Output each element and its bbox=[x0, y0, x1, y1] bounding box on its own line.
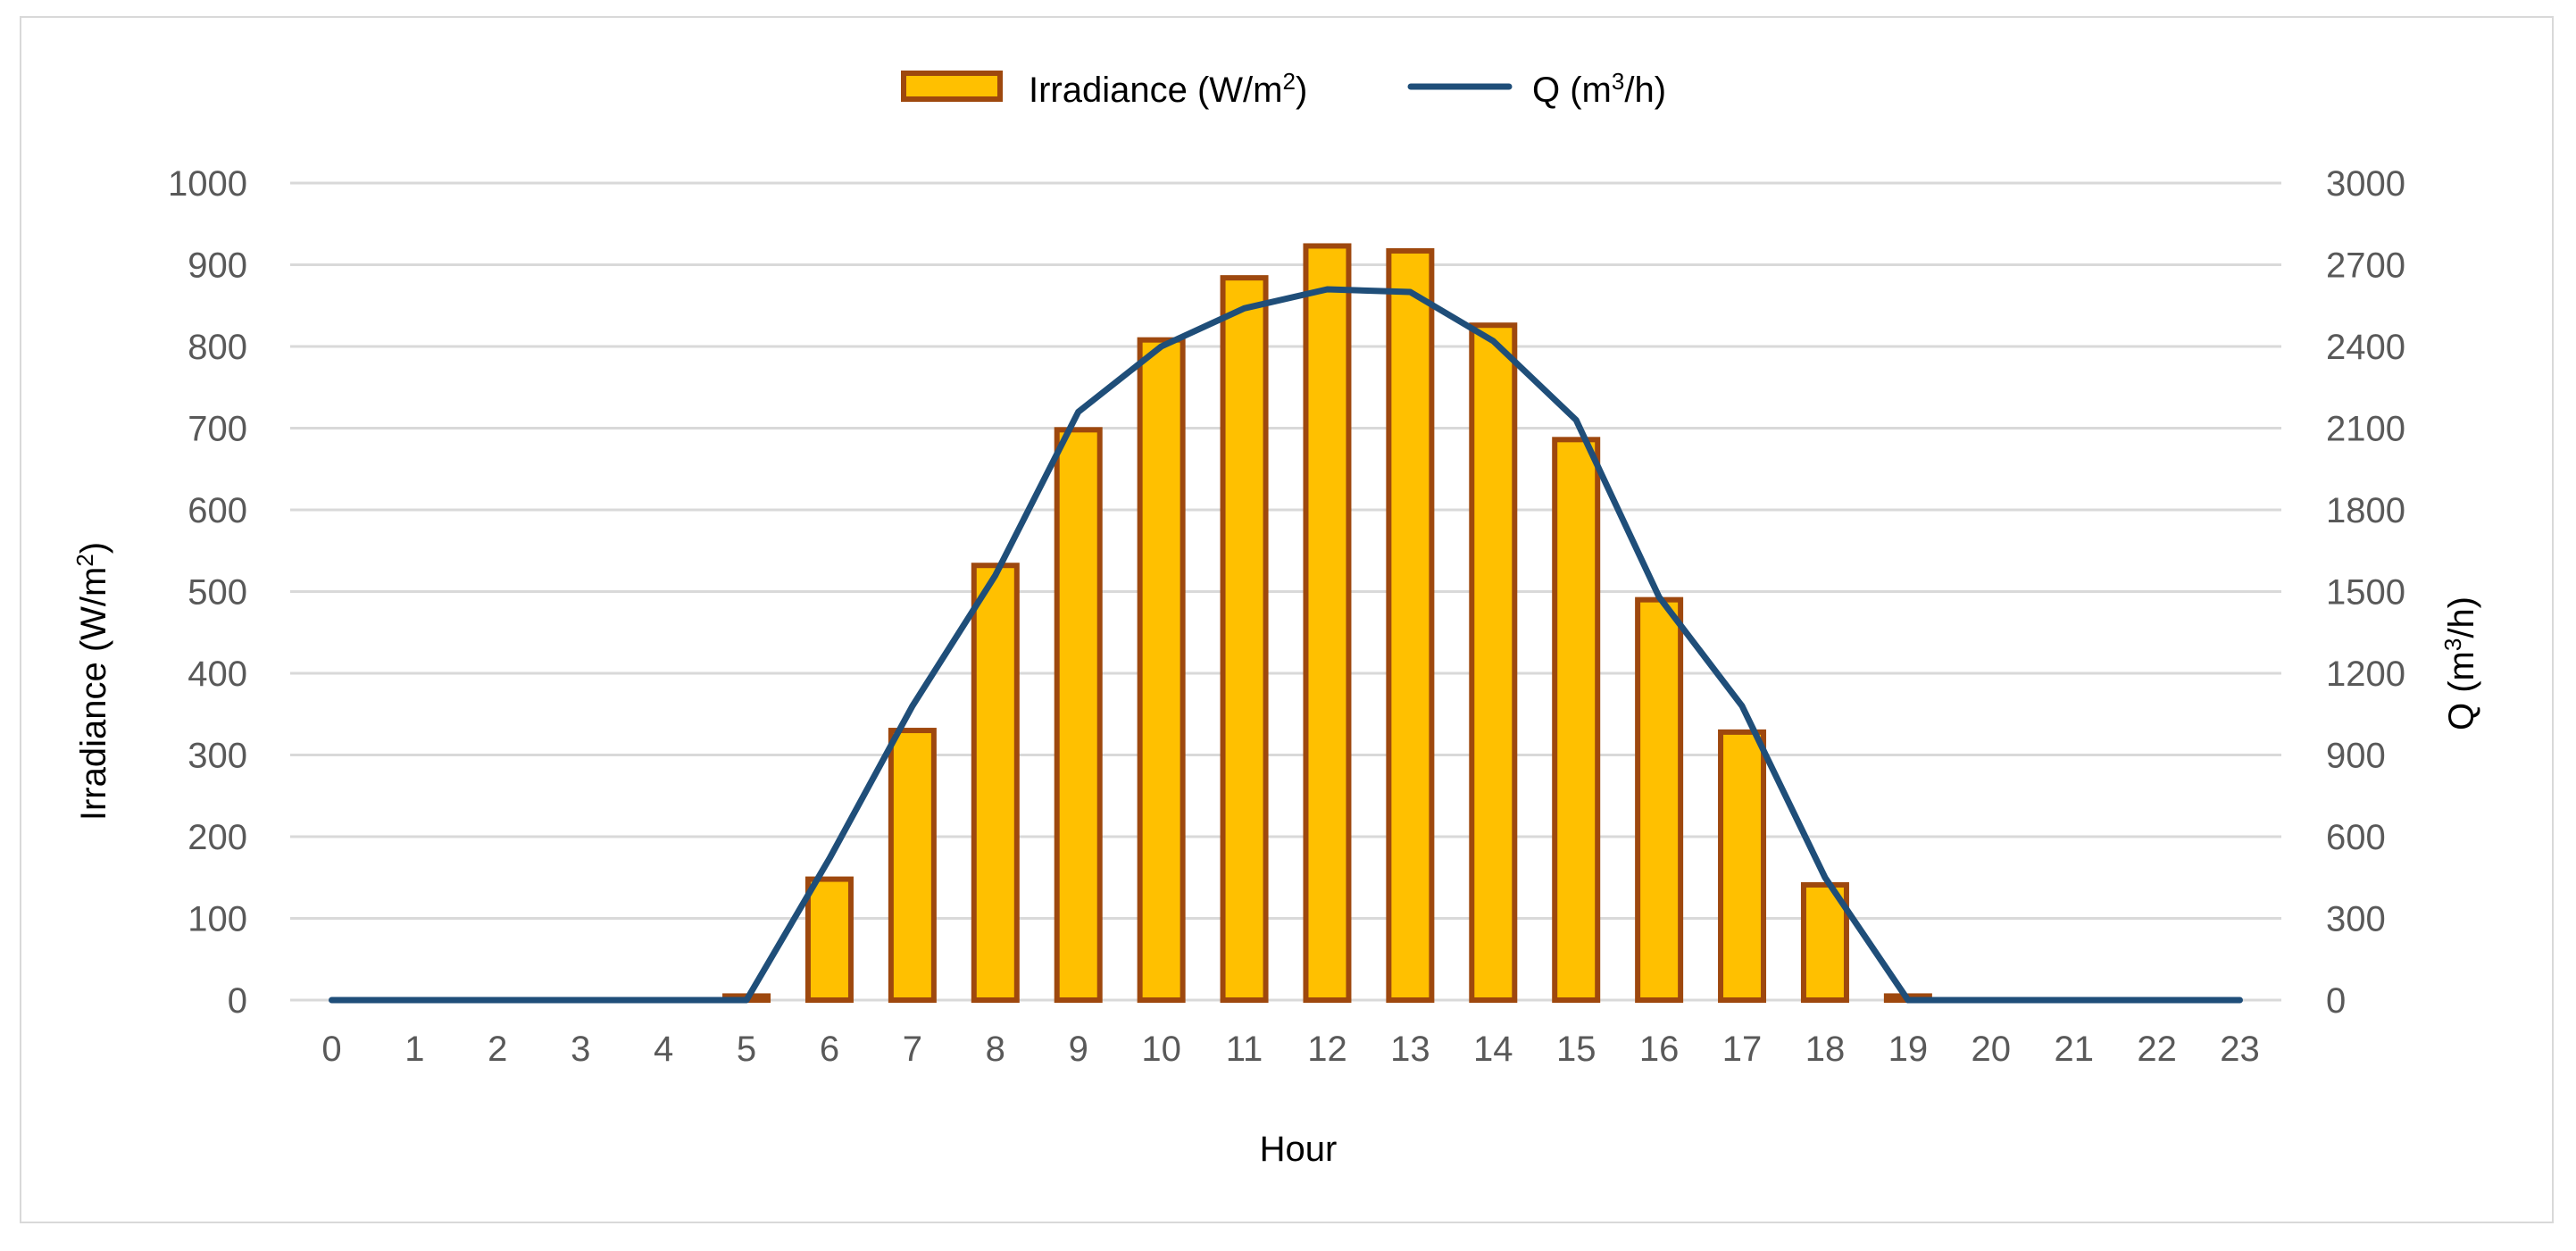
bar-hour-11 bbox=[1220, 275, 1269, 1003]
x-tick-label: 4 bbox=[654, 1030, 673, 1069]
x-tick-label: 10 bbox=[1141, 1030, 1181, 1069]
bar-hour-18 bbox=[1800, 881, 1849, 1003]
bar-hour-16 bbox=[1635, 596, 1684, 1004]
y-tick-label: 600 bbox=[188, 491, 247, 530]
x-tick-label: 1 bbox=[404, 1030, 424, 1069]
y-axis-title-tail: ) bbox=[74, 542, 113, 554]
legend-flow-label: Q (m3/h) bbox=[1532, 68, 1666, 110]
x-tick-label: 3 bbox=[571, 1030, 590, 1069]
x-tick-label: 2 bbox=[488, 1030, 507, 1069]
x-tick-label: 19 bbox=[1888, 1030, 1929, 1069]
y2-tick-label: 1500 bbox=[2326, 573, 2405, 613]
x-tick-label: 20 bbox=[1972, 1030, 2012, 1069]
x-tick-label: 8 bbox=[986, 1030, 1005, 1069]
legend: Irradiance (W/m2) Q (m3/h) bbox=[901, 68, 1666, 110]
x-tick-label: 14 bbox=[1473, 1030, 1513, 1069]
x-tick-label: 21 bbox=[2054, 1030, 2094, 1069]
x-tick-label: 18 bbox=[1805, 1030, 1846, 1069]
y-tick-label: 500 bbox=[188, 573, 247, 613]
y2-axis-title-base: Q (m bbox=[2442, 651, 2481, 730]
left-axis-ticks: 0 100 200 300 400 500 600 700 800 900 1000 bbox=[168, 164, 247, 1021]
x-axis-ticks: 0 1 2 3 4 5 6 7 8 9 10 11 12 13 14 15 16 17 18 19 20 21 22 23 bbox=[321, 1030, 2259, 1069]
flow-series-line bbox=[329, 286, 2243, 1004]
bar-hour-8 bbox=[971, 563, 1020, 1003]
y2-tick-label: 300 bbox=[2326, 900, 2386, 939]
bar-hour-15 bbox=[1552, 437, 1601, 1003]
x-axis-title: Hour bbox=[1260, 1130, 1338, 1169]
bar-hour-10 bbox=[1137, 337, 1186, 1003]
y-tick-label: 300 bbox=[188, 737, 247, 776]
y-tick-label: 400 bbox=[188, 655, 247, 694]
legend-irradiance-label: Irradiance (W/m2) bbox=[1029, 68, 1307, 110]
y2-axis-title-tail: /h) bbox=[2442, 596, 2481, 638]
bar-hour-6 bbox=[804, 876, 854, 1004]
gridlines bbox=[290, 181, 2281, 1002]
bar-hour-7 bbox=[888, 728, 937, 1003]
x-tick-label: 23 bbox=[2220, 1030, 2260, 1069]
y-tick-label: 0 bbox=[228, 981, 247, 1021]
y-tick-label: 900 bbox=[188, 246, 247, 286]
legend-bar-swatch bbox=[901, 71, 1003, 102]
x-tick-label: 9 bbox=[1069, 1030, 1088, 1069]
bar-hour-13 bbox=[1386, 247, 1435, 1003]
bar-hour-17 bbox=[1718, 729, 1767, 1003]
x-tick-label: 6 bbox=[820, 1030, 839, 1069]
y2-tick-label: 1800 bbox=[2326, 491, 2405, 530]
x-tick-label: 22 bbox=[2137, 1030, 2177, 1069]
x-tick-label: 11 bbox=[1226, 1030, 1263, 1069]
y-axis-title-base: Irradiance (W/m bbox=[74, 567, 113, 821]
x-tick-label: 17 bbox=[1722, 1030, 1763, 1069]
y-axis-title: Irradiance (W/m2) bbox=[71, 542, 113, 821]
x-tick-label: 13 bbox=[1390, 1030, 1430, 1069]
x-tick-label: 5 bbox=[737, 1030, 756, 1069]
y2-axis-title-sup: 3 bbox=[2439, 638, 2466, 651]
irradiance-bars bbox=[722, 243, 1932, 1004]
y2-tick-label: 2400 bbox=[2326, 328, 2405, 367]
x-tick-label: 16 bbox=[1639, 1030, 1680, 1069]
y2-tick-label: 2700 bbox=[2326, 246, 2405, 286]
bar-hour-14 bbox=[1469, 322, 1518, 1003]
bar-hour-9 bbox=[1054, 427, 1103, 1003]
y-tick-label: 700 bbox=[188, 410, 247, 449]
chart-frame bbox=[20, 16, 2554, 1223]
y-tick-label: 800 bbox=[188, 328, 247, 367]
y2-tick-label: 2100 bbox=[2326, 410, 2405, 449]
y2-tick-label: 900 bbox=[2326, 737, 2386, 776]
y-tick-label: 100 bbox=[188, 900, 247, 939]
bar-hour-12 bbox=[1303, 243, 1352, 1003]
y-axis-title-sup: 2 bbox=[71, 554, 98, 566]
x-tick-label: 15 bbox=[1556, 1030, 1596, 1069]
y2-axis-title: Q (m3/h) bbox=[2439, 596, 2481, 730]
right-axis-ticks: 0 300 600 900 1200 1500 1800 2100 2400 2700 3000 bbox=[2326, 164, 2405, 1021]
x-tick-label: 7 bbox=[903, 1030, 922, 1069]
flow-line bbox=[329, 286, 2243, 1004]
y-tick-label: 1000 bbox=[168, 164, 247, 204]
x-tick-label: 0 bbox=[321, 1030, 341, 1069]
y2-tick-label: 0 bbox=[2326, 981, 2346, 1021]
y2-tick-label: 600 bbox=[2326, 818, 2386, 857]
x-tick-label: 12 bbox=[1307, 1030, 1347, 1069]
y-tick-label: 200 bbox=[188, 818, 247, 857]
y2-tick-label: 1200 bbox=[2326, 655, 2405, 694]
y2-tick-label: 3000 bbox=[2326, 164, 2405, 204]
